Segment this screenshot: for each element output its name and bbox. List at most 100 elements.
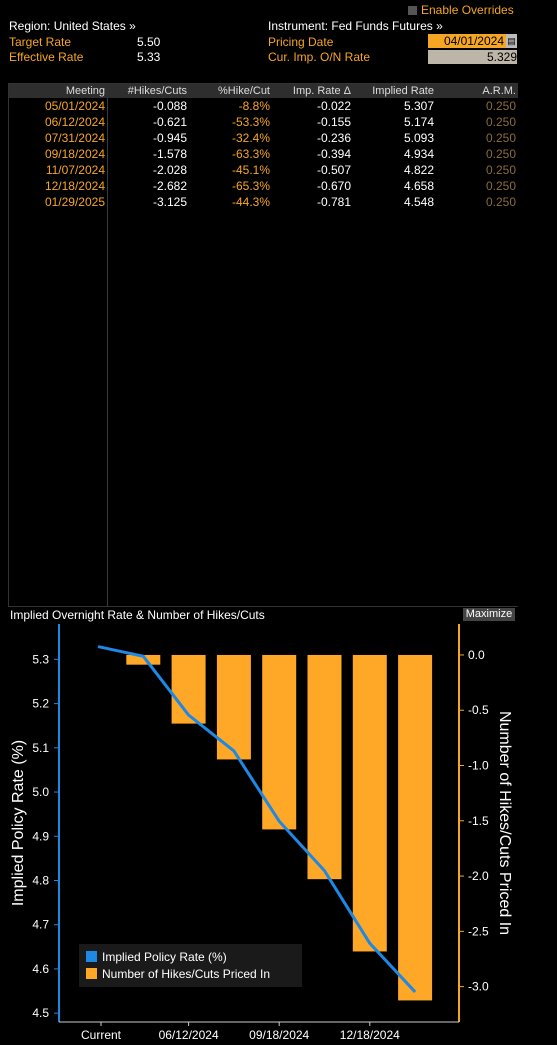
y-tick-label: 4.8 [32,873,49,887]
cell-hikes: -3.125 [152,195,187,209]
region-selector[interactable]: Region: United States » [9,19,136,33]
legend-swatch-hikes [86,968,97,979]
table-row[interactable]: 06/12/2024 -0.621 -53.3% -0.155 5.174 0.250 [9,114,518,130]
cell-meeting: 05/01/2024 [44,99,105,113]
x-tick-label: 09/18/2024 [249,1028,309,1042]
cell-pct: -8.8% [238,99,270,113]
legend-box [79,944,302,987]
cell-implied: 4.934 [403,147,434,161]
implied-rate-chart: 4.5 4.6 4.7 4.8 4.9 5.0 5.1 5.2 5.3 0.0 -0.5 -1.0 -1… [10,624,513,1042]
cell-arm: 0.250 [485,179,516,193]
table-row[interactable]: 07/31/2024 -0.945 -32.4% -0.236 5.093 0.250 [9,130,518,146]
pricing-date-input[interactable]: 04/01/2024 [428,34,507,48]
table-header: Meeting #Hikes/Cuts %Hike/Cut Imp. Rate … [9,84,518,98]
bar [126,654,161,665]
legend-label-hikes: Number of Hikes/Cuts Priced In [102,967,270,981]
y-tick-label: 5.3 [32,652,49,666]
y2-tick-label: -2.5 [468,924,489,938]
y-tick-label: 4.5 [32,1006,49,1020]
cell-arm: 0.250 [485,99,516,113]
table-row[interactable]: 11/07/2024 -2.028 -45.1% -0.507 4.822 0.250 [9,162,518,178]
cell-pct: -63.3% [231,147,270,161]
y-tick-label: 4.9 [32,829,49,843]
cell-pct: -45.1% [231,163,270,177]
col-arm[interactable]: A.R.M. [482,85,516,97]
cell-arm: 0.250 [485,131,516,145]
cell-delta: -0.670 [316,179,351,193]
cell-implied: 5.093 [403,131,434,145]
cell-arm: 0.250 [485,115,516,129]
y2-tick-label: -2.0 [468,869,489,883]
x-tick-label: Current [81,1028,122,1042]
cell-arm: 0.250 [485,163,516,177]
cell-implied: 4.548 [403,195,434,209]
cell-delta: -0.236 [316,131,351,145]
col-imp-rate-delta[interactable]: Imp. Rate Δ [292,85,351,97]
table-row[interactable]: 12/18/2024 -2.682 -65.3% -0.670 4.658 0.250 [9,178,518,194]
instrument-selector[interactable]: Instrument: Fed Funds Futures » [268,19,443,33]
cell-meeting: 09/18/2024 [44,147,105,161]
legend-swatch-rate [86,951,97,962]
cell-delta: -0.507 [316,163,351,177]
cell-meeting: 07/31/2024 [44,131,105,145]
cell-pct: -53.3% [231,115,270,129]
y-axis-label: Implied Policy Rate (%) [10,740,27,906]
bar [398,654,433,1001]
cell-pct: -32.4% [231,131,270,145]
cell-meeting: 06/12/2024 [44,115,105,129]
enable-overrides-label: Enable Overrides [421,3,514,17]
bar [171,654,206,724]
cell-hikes: -0.621 [152,115,187,129]
y2-tick-label: -0.5 [468,703,489,717]
cell-arm: 0.250 [485,195,516,209]
table-row[interactable]: 01/29/2025 -3.125 -44.3% -0.781 4.548 0.250 [9,194,518,210]
y2-tick-label: -1.5 [468,814,489,828]
calendar-icon[interactable]: ▤ [506,34,517,48]
cell-implied: 5.307 [403,99,434,113]
cell-implied: 4.822 [403,163,434,177]
bar [352,654,387,952]
checkbox-icon[interactable] [408,6,417,15]
cell-meeting: 12/18/2024 [44,179,105,193]
col-hikes-cuts[interactable]: #Hikes/Cuts [127,85,187,97]
cell-pct: -44.3% [231,195,270,209]
y2-tick-label: -3.0 [468,980,489,994]
cell-hikes: -2.028 [152,163,187,177]
column-divider [107,98,108,606]
maximize-button[interactable]: Maximize [463,608,515,621]
cell-delta: -0.394 [316,147,351,161]
cell-hikes: -0.088 [152,99,187,113]
cell-implied: 5.174 [403,115,434,129]
y2-axis-label: Number of Hikes/Cuts Priced In [496,711,513,935]
cell-arm: 0.250 [485,147,516,161]
y-tick-label: 5.2 [32,697,49,711]
y-tick-label: 5.0 [32,785,49,799]
col-implied-rate[interactable]: Implied Rate [372,85,434,97]
y2-tick-label: 0.0 [468,648,485,662]
target-rate-label: Target Rate [9,35,72,49]
cell-delta: -0.022 [316,99,351,113]
effective-rate-label: Effective Rate [9,50,84,64]
chart-title: Implied Overnight Rate & Number of Hikes… [10,608,265,622]
x-tick-label: 06/12/2024 [159,1028,219,1042]
col-pct-hike-cut[interactable]: %Hike/Cut [218,85,270,97]
cell-implied: 4.658 [403,179,434,193]
enable-overrides-toggle[interactable]: Enable Overrides [408,3,514,17]
table-row[interactable]: 09/18/2024 -1.578 -63.3% -0.394 4.934 0.250 [9,146,518,162]
rate-line [97,645,417,993]
col-meeting[interactable]: Meeting [65,85,105,97]
bar [262,654,297,830]
cell-meeting: 01/29/2025 [44,195,105,209]
x-tick-label: 12/18/2024 [340,1028,400,1042]
cell-delta: -0.781 [316,195,351,209]
y-tick-label: 5.1 [32,741,49,755]
cell-hikes: -0.945 [152,131,187,145]
table-row[interactable]: 05/01/2024 -0.088 -8.8% -0.022 5.307 0.250 [9,98,518,114]
pricing-date-label: Pricing Date [268,35,334,49]
cur-imp-rate-input[interactable]: 5.329 [428,50,517,64]
y-tick-label: 4.6 [32,962,49,976]
target-rate-value: 5.50 [137,35,161,49]
meetings-table: Meeting #Hikes/Cuts %Hike/Cut Imp. Rate … [8,83,518,607]
bar [216,654,251,760]
y-tick-label: 4.7 [32,918,49,932]
